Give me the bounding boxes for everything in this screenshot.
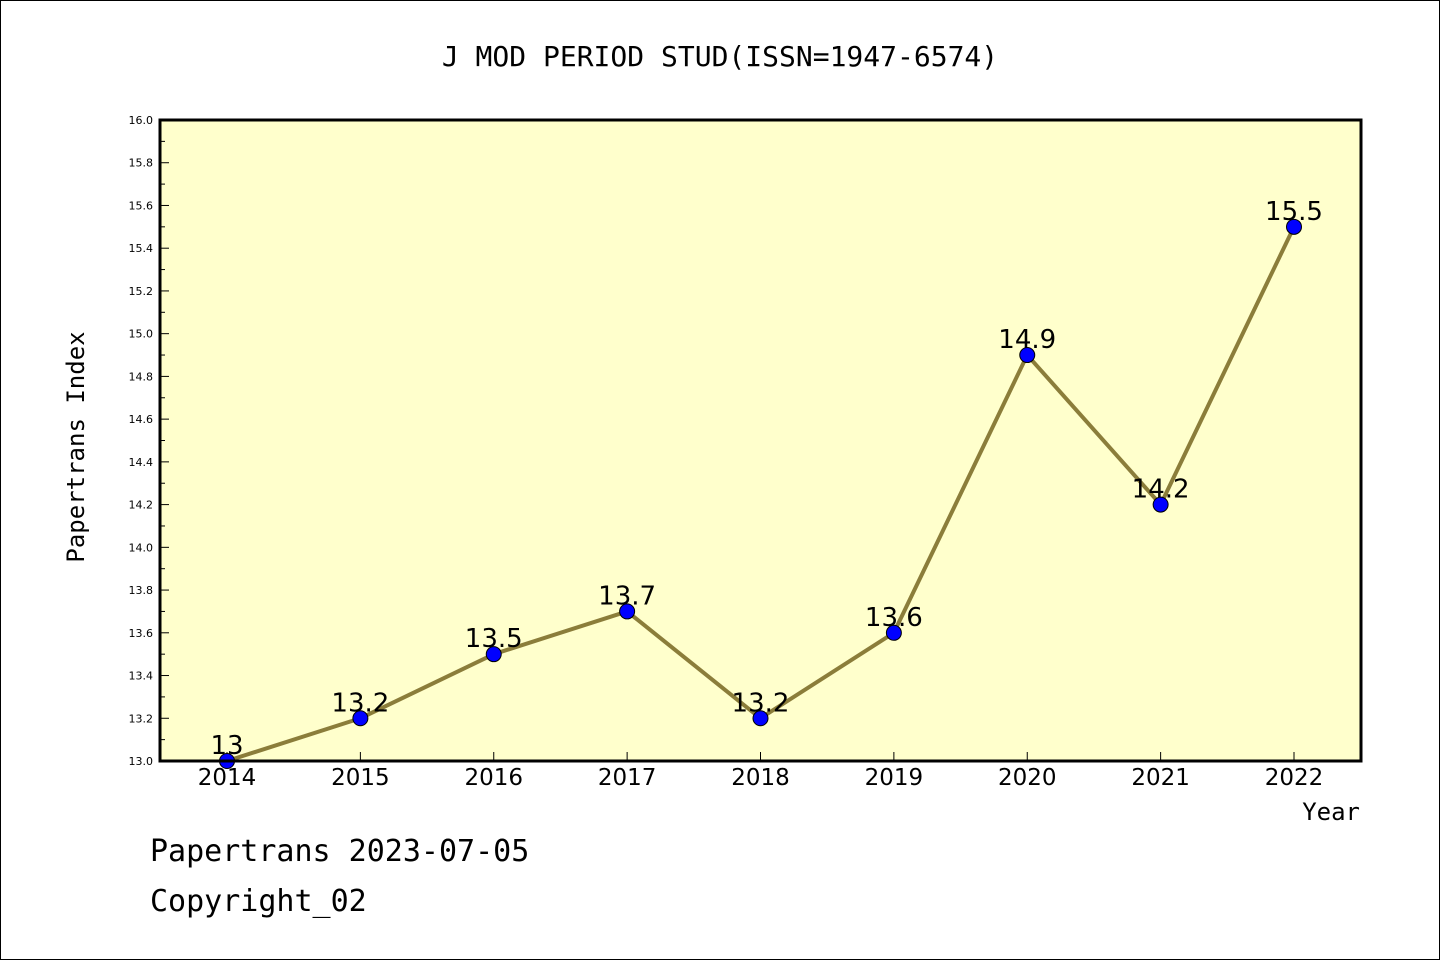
y-tick-label: 15.2 bbox=[129, 285, 154, 298]
data-label: 14.9 bbox=[998, 325, 1056, 355]
y-axis-label: Papertrans Index bbox=[62, 331, 90, 562]
data-point bbox=[485, 646, 502, 663]
y-tick-label: 14.8 bbox=[129, 370, 154, 383]
x-tick-label: 2018 bbox=[731, 765, 790, 791]
data-point bbox=[619, 603, 636, 620]
y-tick-label: 14.0 bbox=[129, 541, 154, 554]
x-tick-label: 2022 bbox=[1265, 765, 1324, 791]
y-tick-label: 15.8 bbox=[129, 157, 154, 170]
footer-date-line: Papertrans 2023-07-05 bbox=[150, 834, 530, 869]
y-tick-label: 15.6 bbox=[129, 199, 154, 212]
data-label: 13 bbox=[210, 731, 243, 761]
y-tick-label: 13.8 bbox=[129, 584, 154, 597]
data-point bbox=[752, 710, 769, 727]
x-tick-label: 2014 bbox=[198, 765, 257, 791]
plot-background bbox=[160, 120, 1361, 761]
plot-border bbox=[158, 118, 1363, 763]
data-point bbox=[1019, 347, 1036, 364]
y-tick-label: 15.4 bbox=[129, 242, 154, 255]
data-point bbox=[885, 624, 902, 641]
data-label: 13.2 bbox=[732, 688, 790, 718]
y-tick-label: 13.6 bbox=[129, 627, 154, 640]
y-tick-label: 15.0 bbox=[129, 328, 154, 341]
y-tick-label: 13.4 bbox=[129, 670, 154, 683]
x-tick-label: 2017 bbox=[598, 765, 657, 791]
data-label: 13.7 bbox=[598, 581, 656, 611]
x-tick-label: 2021 bbox=[1131, 765, 1190, 791]
y-tick-label: 13.2 bbox=[129, 712, 154, 725]
plot-area: 13.0 13.2 13.4 13.6 13.8 14.0 14.2 14.4 14.6 14.8… bbox=[129, 114, 1363, 791]
footer-copyright-line: Copyright_02 bbox=[150, 884, 367, 919]
data-label: 13.5 bbox=[465, 624, 523, 654]
data-label: 14.2 bbox=[1132, 475, 1190, 505]
x-tick-label: 2016 bbox=[464, 765, 523, 791]
y-tick-label: 14.4 bbox=[129, 456, 154, 469]
x-tick-label: 2020 bbox=[998, 765, 1057, 791]
data-label: 13.6 bbox=[865, 603, 923, 633]
x-axis-label: Year bbox=[1302, 798, 1360, 826]
data-point bbox=[352, 710, 369, 727]
data-label: 15.5 bbox=[1265, 197, 1323, 227]
y-tick-label: 14.6 bbox=[129, 413, 154, 426]
y-tick-label: 14.2 bbox=[129, 499, 154, 512]
data-point bbox=[1286, 218, 1302, 235]
chart-title: J MOD PERIOD STUD(ISSN=1947-6574) bbox=[442, 40, 998, 73]
x-tick-label: 2015 bbox=[331, 765, 390, 791]
y-tick-label: 13.0 bbox=[129, 755, 154, 768]
data-label: 13.2 bbox=[331, 688, 389, 718]
y-tick-label: 16.0 bbox=[129, 114, 154, 127]
x-tick-label: 2019 bbox=[865, 765, 924, 791]
data-point bbox=[1152, 496, 1169, 513]
